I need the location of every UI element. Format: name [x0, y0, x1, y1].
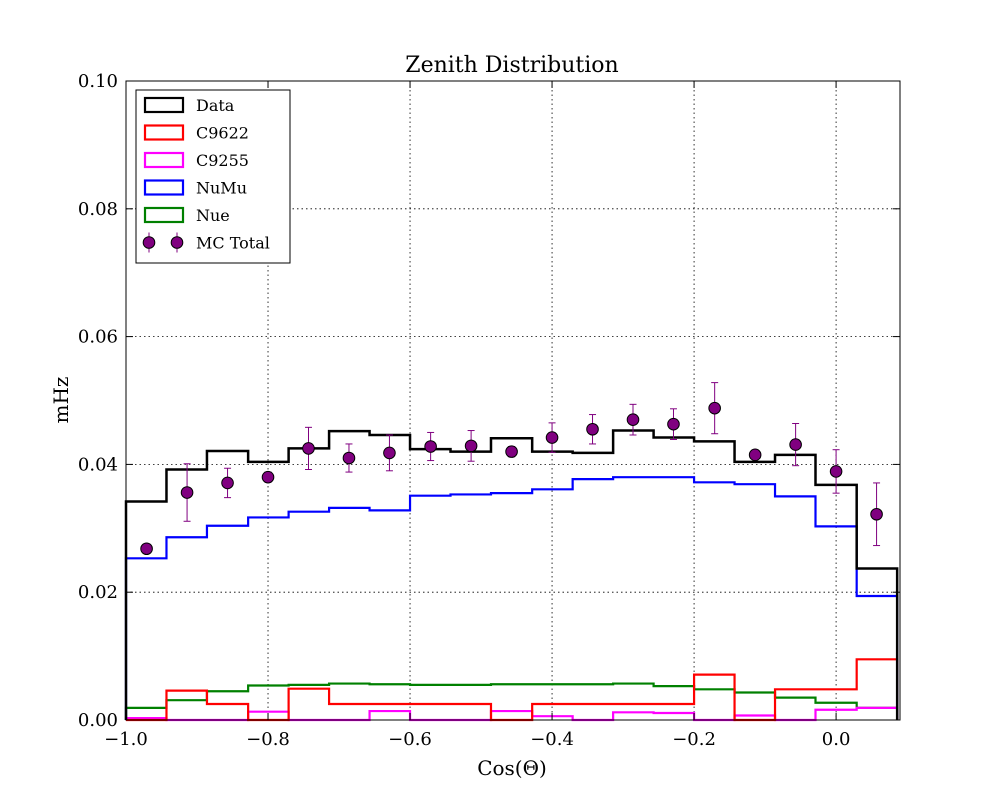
- data-point: [829, 465, 843, 478]
- y-tick-label: 0.08: [78, 199, 118, 220]
- y-tick-label: 0.10: [78, 71, 118, 92]
- mc-total-points: [140, 382, 883, 556]
- legend: Data C9622 C9255 NuMu Nue MC Total: [135, 89, 291, 264]
- x-tick-label: −0.4: [530, 729, 574, 750]
- x-tick-label: −0.2: [672, 729, 716, 750]
- data-point: [424, 440, 437, 453]
- data-point: [789, 438, 802, 451]
- data-point: [261, 470, 275, 484]
- data-point: [140, 542, 153, 556]
- histogram-series: [124, 429, 899, 722]
- legend-swatch: [143, 96, 185, 114]
- y-tick-label: 0.00: [78, 710, 118, 731]
- data-point: [667, 417, 680, 431]
- data-point: [342, 451, 356, 465]
- legend-box: [135, 89, 291, 264]
- data-point: [748, 448, 762, 462]
- axis-ticks: −1.0 −0.8 −0.6 −0.4 −0.2 0.0 0.00 0.02 0.04 0.06 0…: [78, 71, 900, 750]
- legend-label: C9622: [196, 124, 249, 143]
- x-tick-label: −1.0: [104, 729, 148, 750]
- data-point: [545, 431, 559, 444]
- data-point: [870, 507, 883, 521]
- y-tick-label: 0.02: [78, 582, 118, 603]
- legend-label: NuMu: [196, 179, 247, 198]
- legend-swatch: [143, 206, 185, 224]
- y-tick-label: 0.04: [78, 454, 118, 475]
- data-point: [505, 445, 518, 458]
- x-tick-label: 0.0: [822, 729, 851, 750]
- histogram-c9255: [124, 706, 899, 722]
- legend-swatch: [143, 124, 185, 141]
- legend-swatch: [143, 151, 185, 169]
- data-point: [586, 422, 599, 436]
- plot-frame: [125, 80, 901, 721]
- data-point: [383, 446, 396, 460]
- chart-title: Zenith Distribution: [405, 53, 618, 78]
- histogram-data: [124, 429, 899, 720]
- grid-lines: [126, 81, 900, 720]
- x-tick-label: −0.8: [246, 729, 290, 750]
- legend-label: C9255: [196, 151, 249, 170]
- data-point: [708, 401, 721, 415]
- legend-marker: [170, 236, 184, 249]
- data-point: [180, 486, 194, 499]
- x-tick-label: −0.6: [388, 729, 432, 750]
- legend-marker: [142, 236, 156, 249]
- legend-swatch: [143, 179, 185, 196]
- x-axis-label: Cos(Θ): [477, 756, 547, 780]
- legend-label: Data: [196, 96, 235, 115]
- y-tick-label: 0.06: [78, 327, 118, 348]
- data-point: [626, 413, 640, 426]
- y-axis-label: mHz: [49, 377, 73, 424]
- data-point: [302, 442, 315, 455]
- legend-label: Nue: [196, 206, 230, 225]
- data-point: [221, 476, 234, 490]
- legend-label: MC Total: [196, 234, 270, 253]
- data-point: [464, 439, 478, 453]
- histogram-numu: [124, 476, 899, 720]
